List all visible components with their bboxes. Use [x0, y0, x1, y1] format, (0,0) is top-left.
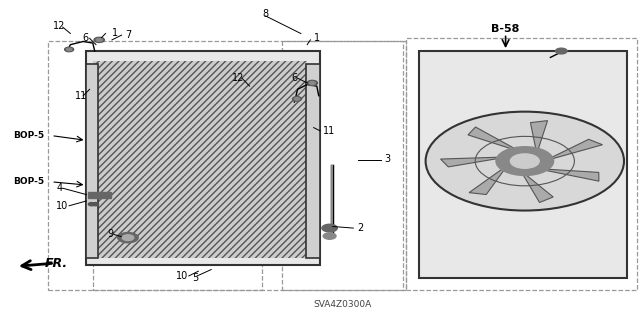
Polygon shape — [544, 139, 602, 161]
Text: BOP-5: BOP-5 — [13, 131, 44, 140]
Circle shape — [556, 48, 567, 54]
Circle shape — [65, 47, 74, 52]
Bar — [86, 51, 320, 265]
Text: 6: 6 — [82, 33, 88, 43]
Circle shape — [511, 154, 539, 168]
Bar — [88, 192, 111, 198]
Text: 1: 1 — [112, 28, 118, 39]
Text: 7: 7 — [125, 30, 131, 40]
Text: 6: 6 — [291, 73, 298, 83]
Circle shape — [294, 98, 300, 100]
Circle shape — [118, 233, 138, 243]
Polygon shape — [537, 168, 599, 181]
Bar — [306, 64, 320, 258]
Text: 12: 12 — [232, 73, 244, 83]
Text: 3: 3 — [384, 154, 390, 165]
Text: 10: 10 — [176, 271, 188, 281]
Circle shape — [323, 233, 336, 239]
Circle shape — [122, 235, 134, 241]
Text: 8: 8 — [262, 9, 269, 19]
Circle shape — [322, 224, 337, 232]
Text: 2: 2 — [357, 223, 364, 233]
Text: 4: 4 — [56, 183, 63, 193]
Text: FR.: FR. — [45, 257, 68, 270]
Polygon shape — [520, 170, 553, 203]
Text: 5: 5 — [192, 272, 198, 283]
Circle shape — [94, 37, 104, 42]
Text: BOP-5: BOP-5 — [13, 177, 44, 186]
Bar — [93, 61, 307, 258]
Circle shape — [88, 203, 95, 206]
Text: 11: 11 — [323, 126, 335, 136]
Circle shape — [307, 80, 317, 85]
Circle shape — [426, 112, 624, 211]
Bar — [419, 51, 627, 278]
Polygon shape — [531, 121, 548, 154]
Bar — [86, 64, 98, 258]
Text: 1: 1 — [314, 33, 320, 43]
Circle shape — [496, 147, 554, 175]
Polygon shape — [468, 127, 520, 152]
Text: SVA4Z0300A: SVA4Z0300A — [313, 300, 372, 309]
Circle shape — [309, 81, 316, 85]
Circle shape — [92, 203, 99, 206]
Text: B-58: B-58 — [492, 24, 520, 34]
Text: 10: 10 — [56, 201, 68, 211]
Circle shape — [292, 97, 301, 101]
Text: 11: 11 — [75, 91, 87, 101]
Text: 9: 9 — [108, 229, 114, 240]
Circle shape — [96, 38, 102, 41]
Polygon shape — [440, 157, 508, 167]
Polygon shape — [469, 165, 508, 195]
Text: 12: 12 — [53, 20, 65, 31]
Circle shape — [67, 48, 72, 51]
